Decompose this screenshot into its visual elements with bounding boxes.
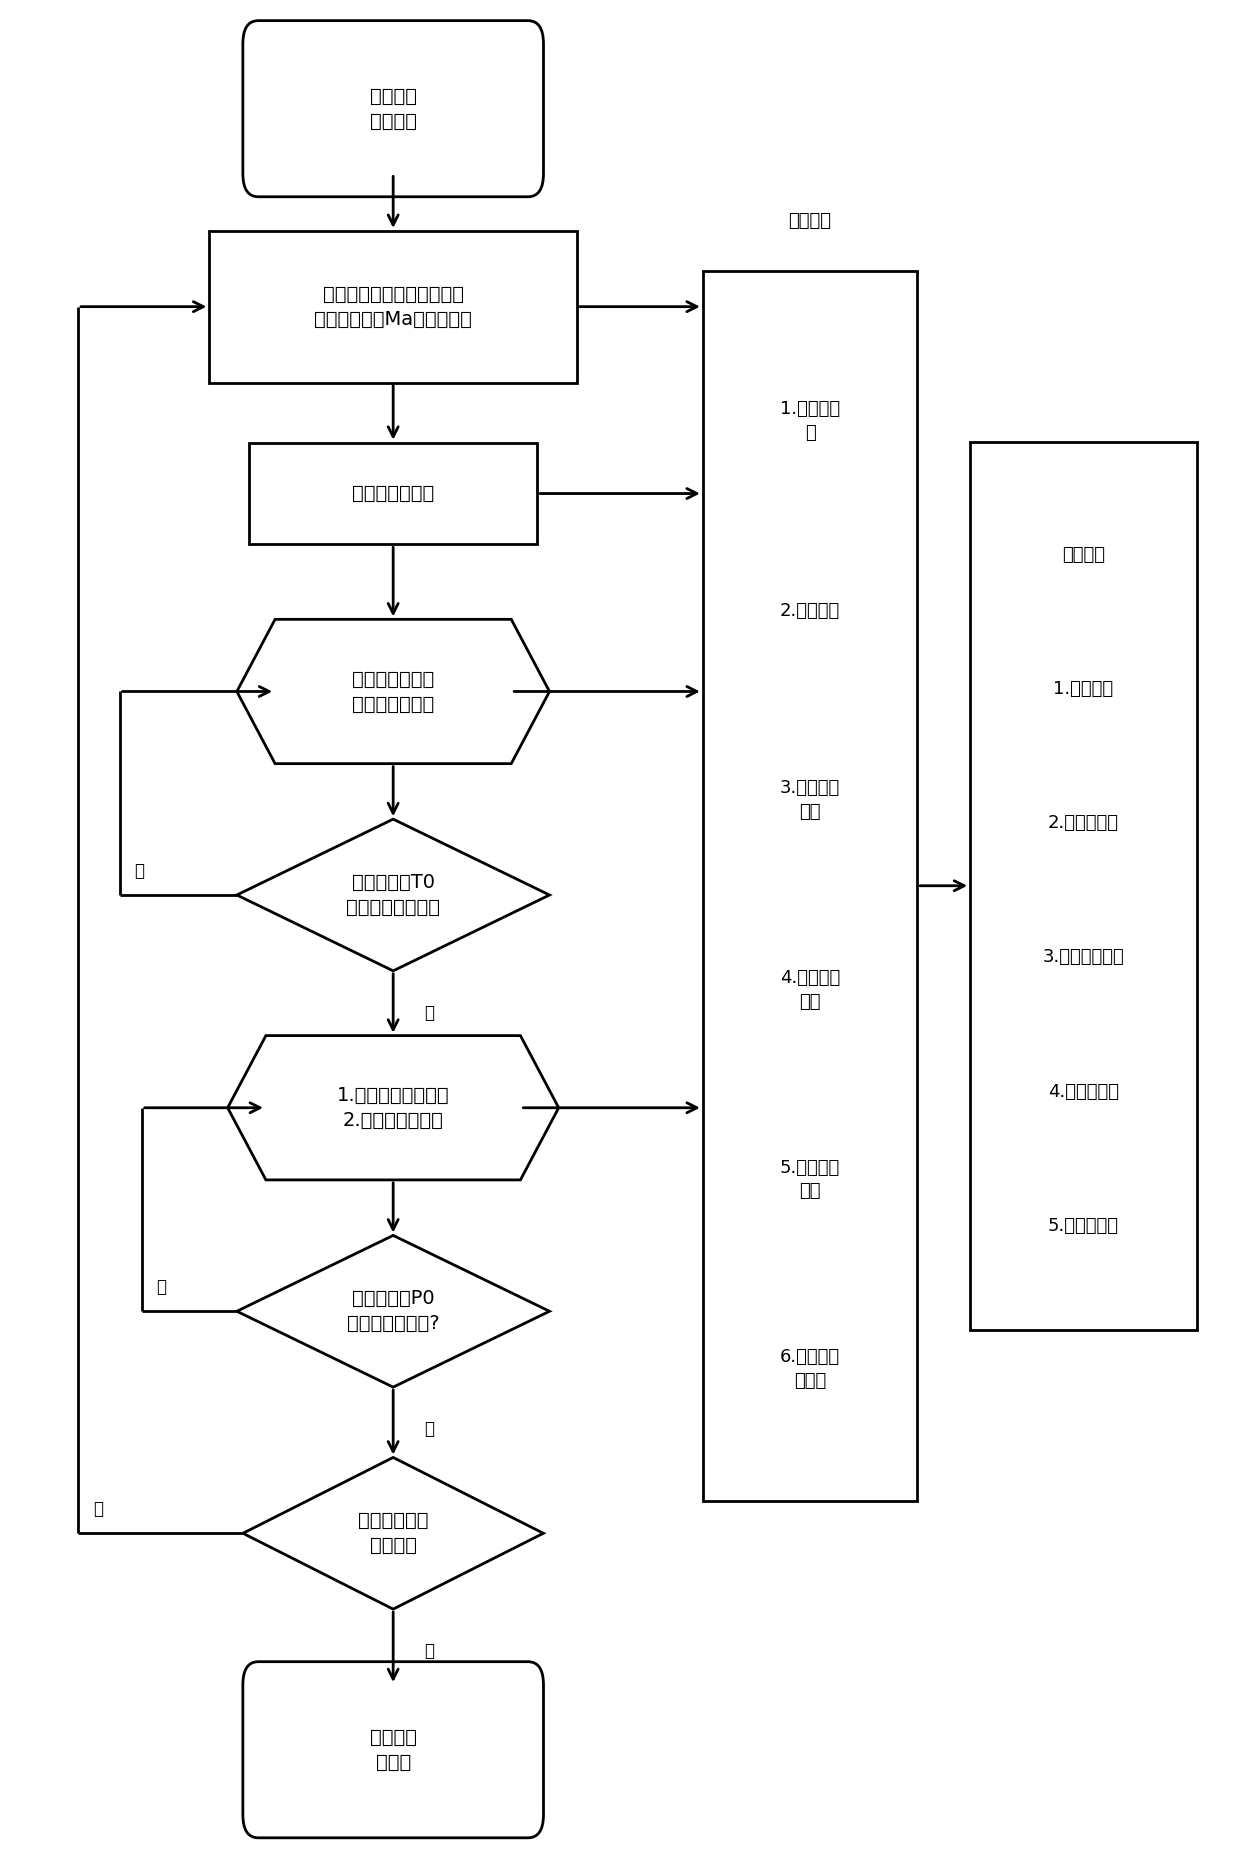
Text: 改变压缩机转速，调节静叶
角，使试验段Ma达到预定值: 改变压缩机转速，调节静叶 角，使试验段Ma达到预定值 <box>314 285 472 328</box>
Text: 稳定段总压P0
是否达到目标值?: 稳定段总压P0 是否达到目标值? <box>347 1290 439 1333</box>
Text: 否: 否 <box>134 863 144 880</box>
Bar <box>210 231 577 382</box>
Bar <box>703 270 918 1501</box>
Text: 否: 否 <box>156 1279 166 1297</box>
Text: 是否完成所有
运行状态: 是否完成所有 运行状态 <box>358 1512 428 1555</box>
Text: 液氮供给
准备完毕: 液氮供给 准备完毕 <box>370 88 417 130</box>
FancyBboxPatch shape <box>243 21 543 198</box>
Text: 4.氮气严重
泄露: 4.氮气严重 泄露 <box>780 969 841 1010</box>
Text: 是: 是 <box>424 1420 434 1439</box>
Text: 1.压缩机喘
振: 1.压缩机喘 振 <box>780 401 841 442</box>
Polygon shape <box>243 1458 543 1609</box>
Text: 3.液氮停止注入: 3.液氮停止注入 <box>1043 949 1125 966</box>
Text: 降温试验
已完成: 降温试验 已完成 <box>370 1728 417 1773</box>
Polygon shape <box>237 818 549 971</box>
FancyBboxPatch shape <box>243 1661 543 1838</box>
Bar <box>249 442 537 544</box>
Text: 1.调节液氮喷嘴启闭
2.调节排气阀开度: 1.调节液氮喷嘴启闭 2.调节排气阀开度 <box>337 1085 449 1130</box>
Text: 稳定段总温T0
是否达到目标值？: 稳定段总温T0 是否达到目标值？ <box>346 872 440 917</box>
Text: 2.洞内超压: 2.洞内超压 <box>780 602 841 619</box>
Text: 控制液氮喷入量
调节排气阀开度: 控制液氮喷入量 调节排气阀开度 <box>352 669 434 714</box>
Text: 5.出现异常
声响: 5.出现异常 声响 <box>780 1159 841 1200</box>
Text: 3.洞体振动
过大: 3.洞体振动 过大 <box>780 779 841 820</box>
Text: 否: 否 <box>93 1501 103 1519</box>
Polygon shape <box>228 1036 559 1180</box>
Polygon shape <box>237 1236 549 1387</box>
Text: 6.其它不正
常现象: 6.其它不正 常现象 <box>780 1348 841 1391</box>
Bar <box>970 442 1197 1329</box>
Polygon shape <box>237 619 549 764</box>
Text: 1.降低转速: 1.降低转速 <box>1054 680 1114 699</box>
Text: 紧急停车: 紧急停车 <box>1061 546 1105 565</box>
Text: 出现异常: 出现异常 <box>789 212 832 229</box>
Text: 打开末端电磁阀: 打开末端电磁阀 <box>352 485 434 503</box>
Text: 4.打开排气阀: 4.打开排气阀 <box>1048 1083 1118 1100</box>
Text: 5.打开旁路阀: 5.打开旁路阀 <box>1048 1217 1118 1234</box>
Text: 2.收回静叶角: 2.收回静叶角 <box>1048 815 1118 833</box>
Text: 是: 是 <box>424 1005 434 1021</box>
Text: 是: 是 <box>424 1642 434 1661</box>
